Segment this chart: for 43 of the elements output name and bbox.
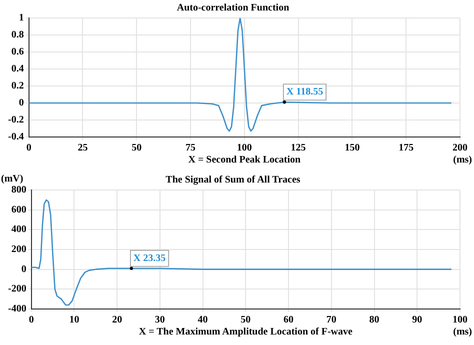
y-tick-label: 0.2	[11, 80, 24, 92]
chart-title: Auto-correlation Function	[176, 2, 290, 14]
x-tick-label: 25	[78, 142, 88, 154]
x-tick-label: 70	[326, 314, 336, 326]
x-tick-label: 10	[69, 314, 80, 326]
x-tick-label: 100	[452, 314, 468, 326]
y-tick-label: 200	[11, 244, 26, 256]
x-tick-label: 200	[452, 142, 468, 154]
y-tick-label: 400	[11, 224, 26, 236]
y-tick-label: -200	[8, 284, 26, 295]
x-tick-label: 125	[290, 142, 306, 154]
y-tick-label: 0	[21, 264, 26, 275]
x-axis-title: (ms)	[453, 326, 472, 338]
x-tick-label: 175	[398, 142, 414, 154]
x-tick-label: 30	[154, 314, 165, 326]
x-tick-label: 60	[284, 314, 294, 326]
y-tick-label: 0.4	[11, 64, 24, 75]
x-tick-label: 100	[236, 142, 252, 154]
y-tick-label: 1	[18, 12, 24, 24]
text: X = Second Peak Location	[188, 154, 302, 166]
y-tick-label: 0.8	[11, 30, 24, 41]
y-tick-label: 800	[11, 184, 26, 196]
y-axis-title: (mV)	[1, 174, 24, 185]
annotation: X 118.55	[286, 86, 324, 98]
y-tick-label: 600	[11, 204, 26, 216]
text: X = The Maximum Amplitude Location of F-wave	[138, 326, 353, 338]
y-tick-label: -400	[8, 304, 26, 315]
x-tick-label: 50	[240, 314, 251, 326]
y-tick-label: -0.4	[8, 132, 24, 143]
y-tick-label: -0.2	[8, 114, 24, 126]
x-tick-label: 40	[198, 314, 208, 326]
x-tick-label: 150	[344, 142, 360, 154]
chart-title: The Signal of Sum of All Traces	[166, 174, 300, 186]
x-tick-label: 20	[112, 314, 122, 326]
x-axis-title: (ms)	[453, 154, 472, 166]
y-tick-label: 0	[18, 98, 24, 109]
x-tick-label: 0	[28, 314, 34, 326]
x-tick-label: 75	[186, 142, 196, 154]
x-tick-label: 50	[132, 142, 142, 154]
x-tick-label: 90	[412, 314, 422, 326]
x-tick-label: 80	[369, 314, 380, 326]
annotation: X 23.35	[133, 252, 166, 264]
y-tick-label: 0.6	[11, 46, 24, 58]
